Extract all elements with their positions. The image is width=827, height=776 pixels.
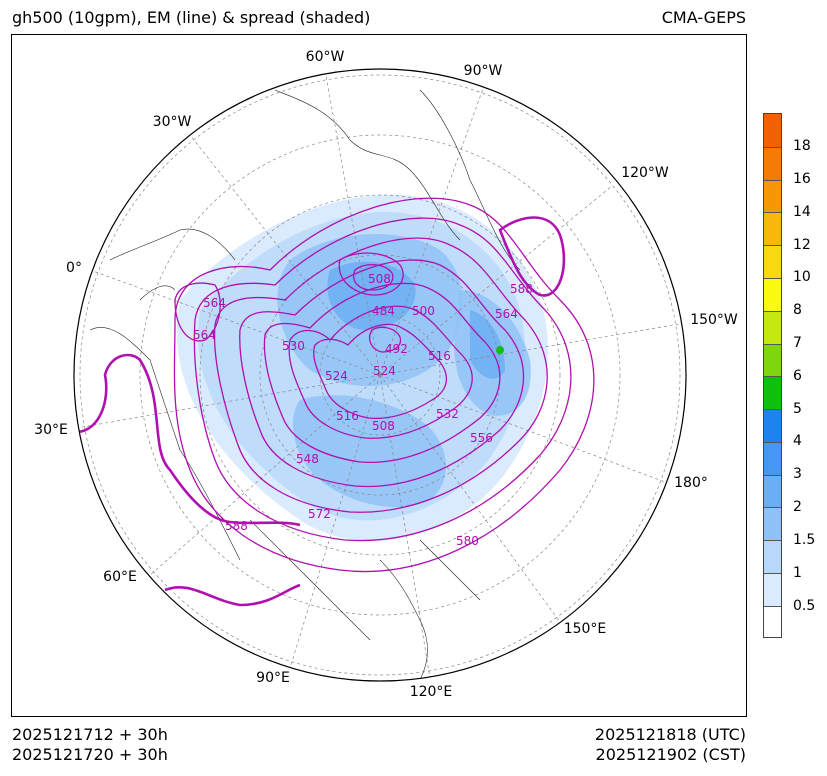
contour-label: 564 xyxy=(193,328,216,342)
lon-label: 30°E xyxy=(34,422,68,438)
init-time-utc: 2025121712 + 30h xyxy=(12,725,168,744)
lon-label: 120°E xyxy=(409,684,453,700)
contour-label: 588 xyxy=(225,519,248,533)
colorbar-segment xyxy=(764,442,781,475)
valid-time-utc: 2025121818 (UTC) xyxy=(594,725,746,744)
lon-label: 180° xyxy=(674,475,708,491)
lon-label: 90°E xyxy=(256,670,290,686)
colorbar-tick: 16 xyxy=(793,171,811,187)
colorbar-tick: 14 xyxy=(793,204,811,220)
contour-label: 484 xyxy=(372,304,395,318)
spread-shading xyxy=(176,194,548,541)
contour-label: 532 xyxy=(436,407,459,421)
contour-label: 500 xyxy=(412,304,435,318)
colorbar-tick: 12 xyxy=(793,237,811,253)
contour-labels: 564 564 508 484 500 492 588 564 530 516 … xyxy=(193,272,533,548)
contour-label: 556 xyxy=(470,431,493,445)
colorbar-segment xyxy=(764,212,781,245)
colorbar xyxy=(763,113,782,638)
colorbar-segment xyxy=(764,311,781,344)
lon-label: 90°W xyxy=(463,63,503,79)
colorbar-tick: 1.5 xyxy=(793,532,816,548)
init-time-cst: 2025121720 + 30h xyxy=(12,745,168,764)
lon-label: 0° xyxy=(66,260,82,276)
contour-label: 508 xyxy=(368,272,391,286)
contour-label: 548 xyxy=(296,452,319,466)
contour-label: 588 xyxy=(510,282,533,296)
colorbar-segment xyxy=(764,409,781,442)
colorbar-segment xyxy=(764,540,781,573)
height-contours xyxy=(173,197,595,573)
colorbar-segment xyxy=(764,180,781,212)
lon-label: 60°E xyxy=(103,569,137,585)
colorbar-tick: 4 xyxy=(793,433,802,449)
colorbar-segment xyxy=(764,344,781,376)
contour-label: 516 xyxy=(428,349,451,363)
colorbar-tick: 18 xyxy=(793,138,811,154)
lon-label: 30°W xyxy=(152,114,192,130)
colorbar-segment xyxy=(764,573,781,606)
contour-label: 524 xyxy=(325,369,348,383)
map-boundary xyxy=(73,68,687,682)
model-name: CMA-GEPS xyxy=(661,8,746,27)
colorbar-segment xyxy=(764,606,781,637)
colorbar-segment xyxy=(764,114,781,147)
contour-label: 530 xyxy=(282,339,305,353)
map-frame xyxy=(11,34,747,717)
contour-588 xyxy=(77,216,566,607)
contour-label: 524 xyxy=(373,364,396,378)
colorbar-tick: 7 xyxy=(793,335,802,351)
colorbar-segment xyxy=(764,475,781,507)
colorbar-segment xyxy=(764,376,781,409)
chart-title: gh500 (10gpm), EM (line) & spread (shade… xyxy=(12,8,371,27)
valid-time-cst: 2025121902 (CST) xyxy=(595,745,746,764)
colorbar-tick: 10 xyxy=(793,269,811,285)
colorbar-tick: 0.5 xyxy=(793,598,816,614)
colorbar-segment xyxy=(764,507,781,540)
colorbar-segment xyxy=(764,278,781,311)
colorbar-segment xyxy=(764,245,781,278)
colorbar-tick: 1 xyxy=(793,565,802,581)
colorbar-tick: 3 xyxy=(793,466,802,482)
contour-label: 564 xyxy=(203,296,226,310)
contour-label: 564 xyxy=(495,307,518,321)
contour-label: 516 xyxy=(336,409,359,423)
contour-label: 580 xyxy=(456,534,479,548)
colorbar-tick: 8 xyxy=(793,302,802,318)
contour-label: 508 xyxy=(372,419,395,433)
contour-label: 492 xyxy=(385,342,408,356)
colorbar-tick: 2 xyxy=(793,499,802,515)
colorbar-tick: 6 xyxy=(793,368,802,384)
lon-label: 150°W xyxy=(690,312,738,328)
lon-label: 60°W xyxy=(305,49,345,65)
contour-label: 572 xyxy=(308,507,331,521)
colorbar-tick: 5 xyxy=(793,401,802,417)
colorbar-segment xyxy=(764,147,781,180)
lon-label: 120°W xyxy=(621,165,669,181)
lon-label: 150°E xyxy=(563,621,607,637)
